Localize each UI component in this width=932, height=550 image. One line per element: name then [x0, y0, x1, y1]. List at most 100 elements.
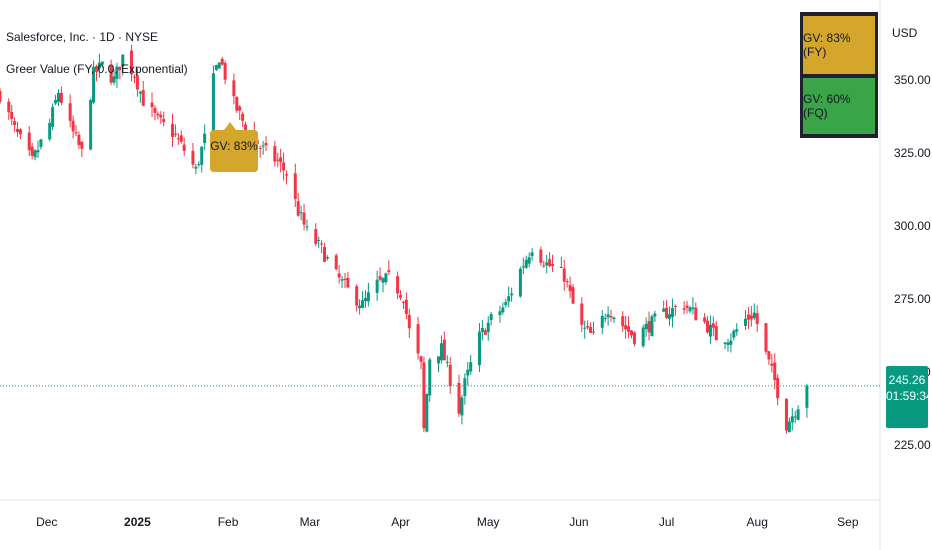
- candle-body: [668, 314, 672, 319]
- candle-body: [16, 128, 20, 133]
- candle-body: [691, 307, 695, 309]
- candle-body: [460, 397, 464, 416]
- candle-body: [97, 62, 101, 69]
- candle-body: [589, 326, 593, 333]
- candle-body: [755, 313, 759, 325]
- candle-body: [173, 133, 177, 136]
- candle-body: [273, 146, 277, 162]
- candle-body: [18, 129, 22, 135]
- candle-body: [708, 324, 712, 337]
- candle-body: [203, 133, 207, 144]
- candle-body: [729, 340, 733, 345]
- candle-body: [346, 277, 350, 288]
- candle-body: [542, 265, 546, 267]
- x-tick-label: 2025: [124, 515, 151, 529]
- candle-body: [521, 266, 525, 268]
- x-tick-label: Jul: [659, 515, 674, 529]
- candle-body: [132, 76, 136, 78]
- candle-body: [670, 307, 674, 318]
- candle-body: [694, 307, 698, 321]
- candle-body: [399, 295, 403, 298]
- candle-body: [317, 240, 321, 242]
- candle-body: [416, 324, 420, 354]
- candle-body: [153, 107, 157, 113]
- candle-body: [314, 229, 318, 244]
- candle-body: [71, 120, 75, 132]
- candle-body: [425, 393, 429, 432]
- candle-body: [176, 138, 180, 140]
- y-tick-label: 300.00: [894, 219, 931, 233]
- candle-body: [442, 339, 446, 361]
- candle-body: [396, 276, 400, 294]
- candle-body: [770, 363, 774, 366]
- bar-countdown: 01:59:34: [886, 389, 932, 403]
- candle-body: [238, 106, 242, 111]
- candle-body: [784, 398, 788, 431]
- candle-body: [711, 323, 715, 328]
- candle-body: [428, 359, 432, 396]
- currency-label[interactable]: USD: [892, 26, 918, 40]
- candle-body: [793, 416, 797, 418]
- candle-body: [518, 268, 522, 297]
- gv-fy-cell: GV: 83% (FY): [803, 16, 875, 74]
- candle-body: [706, 320, 710, 333]
- gv-marker-label: GV: 83%: [210, 122, 258, 172]
- candle-body: [735, 329, 739, 332]
- candle-body: [220, 58, 224, 65]
- candle-body: [13, 121, 17, 126]
- gv-marker-shape: [210, 122, 258, 172]
- symbol-title[interactable]: Salesforce, Inc. · 1D · NYSE: [6, 30, 159, 44]
- candle-body: [285, 174, 289, 176]
- candle-body: [302, 212, 306, 225]
- candle-body: [387, 270, 391, 273]
- candle-body: [211, 73, 215, 138]
- candle-body: [343, 278, 347, 280]
- candle-body: [653, 313, 657, 317]
- candle-body: [606, 314, 610, 318]
- candle-body: [624, 325, 628, 330]
- y-tick-label: 275.00: [894, 292, 931, 306]
- candle-body: [805, 385, 809, 408]
- candle-body: [118, 66, 122, 70]
- candle-body: [621, 316, 625, 327]
- candle-body: [258, 147, 262, 149]
- candle-body: [571, 287, 575, 304]
- candle-body: [419, 356, 423, 362]
- candle-body: [510, 293, 514, 296]
- candle-body: [627, 326, 631, 332]
- candle-body: [644, 323, 648, 330]
- candle-body: [463, 378, 467, 396]
- candle-body: [100, 61, 104, 65]
- y-tick-label: 350.00: [894, 73, 931, 87]
- candle-body: [241, 113, 245, 121]
- candle-body: [150, 102, 154, 108]
- candle-body: [162, 119, 166, 123]
- candle-body: [790, 416, 794, 423]
- candle-body: [112, 76, 116, 83]
- candle-body: [787, 421, 791, 433]
- candle-body: [337, 273, 341, 278]
- indicator-legend[interactable]: Greer Value (FY, 0.0, Exponential): [6, 62, 188, 76]
- x-tick-label: Feb: [218, 515, 239, 529]
- greer-value-table: GV: 83% (FY) GV: 60% (FQ): [800, 12, 878, 138]
- candle-body: [445, 361, 449, 363]
- candle-body: [665, 307, 669, 318]
- candle-body: [726, 342, 730, 345]
- candle-body: [407, 315, 411, 329]
- candle-body: [565, 281, 569, 283]
- candle-body: [524, 259, 528, 268]
- x-tick-label: Aug: [747, 515, 768, 529]
- candle-body: [0, 90, 2, 102]
- candle-body: [27, 132, 31, 151]
- candle-body: [568, 284, 572, 292]
- candle-body: [466, 369, 470, 376]
- candle-body: [688, 307, 692, 312]
- candle-body: [320, 243, 324, 245]
- x-tick-label: Sep: [837, 515, 859, 529]
- candle-body: [744, 318, 748, 326]
- candle-body: [156, 113, 160, 116]
- candle-body: [77, 134, 81, 146]
- gv-fq-cell: GV: 60% (FQ): [803, 78, 875, 134]
